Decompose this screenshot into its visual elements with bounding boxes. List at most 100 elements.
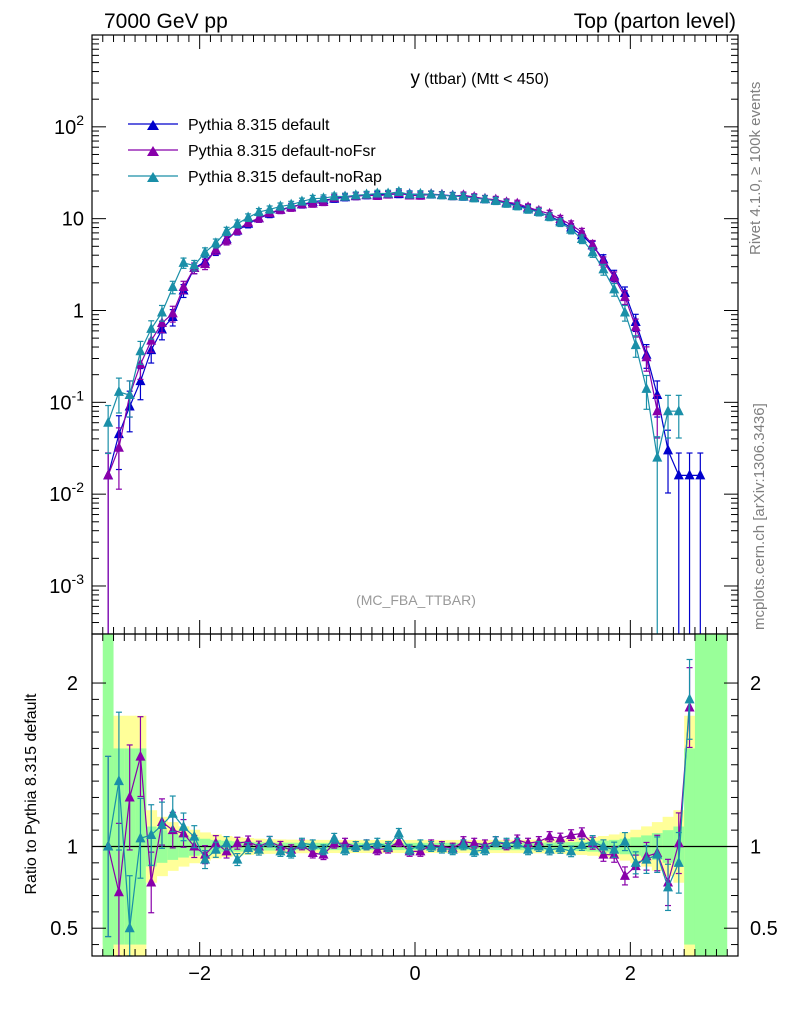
data-point	[447, 190, 458, 201]
data-point	[663, 444, 674, 455]
data-point	[415, 187, 426, 198]
ratio-point	[383, 840, 394, 851]
ratio-point	[253, 843, 264, 854]
data-point	[490, 194, 501, 205]
ratio-y-label: 2	[67, 673, 78, 695]
data-point	[113, 441, 124, 452]
ratio-point	[523, 843, 534, 854]
data-point	[609, 283, 620, 294]
data-point	[200, 246, 211, 257]
ratio-point	[609, 843, 620, 854]
ratio-point	[329, 832, 340, 843]
ratio-point	[684, 693, 695, 704]
header-right: Top (parton level)	[574, 10, 736, 33]
data-point	[598, 263, 609, 274]
data-point	[501, 197, 512, 208]
data-point	[630, 339, 641, 350]
data-point	[243, 211, 254, 222]
ratio-point	[146, 829, 157, 840]
data-point	[609, 271, 620, 282]
ratio-point	[232, 837, 243, 848]
ratio-ylabel: Ratio to Pythia 8.315 default	[23, 693, 40, 895]
ratio-point	[372, 837, 383, 848]
data-point	[426, 188, 437, 199]
y-tick-label: 1	[73, 300, 84, 322]
ratio-point	[113, 775, 124, 786]
ratio-point	[566, 845, 577, 856]
ratio-y-label-right: 1	[750, 836, 761, 858]
data-point	[587, 238, 598, 249]
data-point	[652, 451, 663, 462]
data-point	[253, 206, 264, 217]
series-line-0	[107, 193, 701, 476]
analysis-tag: (MC_FBA_TTBAR)	[356, 592, 476, 608]
ratio-point	[415, 838, 426, 849]
data-point	[253, 212, 264, 223]
legend-entry-norap: Pythia 8.315 default-noRap	[128, 169, 382, 186]
ratio-y-label: 0.5	[50, 918, 78, 940]
data-point	[544, 210, 555, 221]
ratio-point	[641, 853, 652, 864]
data-point	[641, 351, 652, 362]
ratio-point	[232, 853, 243, 864]
ratio-point	[243, 842, 254, 853]
ratio-point	[404, 843, 415, 854]
data-point	[587, 246, 598, 257]
ratio-point	[124, 791, 135, 802]
data-point	[673, 469, 684, 480]
data-point	[156, 306, 167, 317]
data-point	[673, 405, 684, 416]
ratio-point	[275, 845, 286, 856]
ratio-line-0	[107, 707, 691, 893]
data-point	[135, 375, 146, 386]
data-point	[124, 389, 135, 400]
ratio-point	[533, 840, 544, 851]
data-point	[210, 237, 221, 248]
ratio-point	[587, 835, 598, 846]
y-tick-label: 10-3	[49, 571, 84, 598]
series-line-2	[107, 191, 679, 458]
data-point	[167, 281, 178, 292]
data-point	[221, 234, 232, 245]
data-point	[113, 385, 124, 396]
ratio-y-label: 1	[67, 836, 78, 858]
data-point	[436, 189, 447, 200]
data-point	[630, 321, 641, 332]
data-point	[286, 198, 297, 209]
main-plot-series	[103, 185, 706, 634]
data-point	[340, 190, 351, 201]
ratio-point	[619, 869, 630, 880]
data-point	[576, 226, 587, 237]
data-point	[146, 322, 157, 333]
ratio-point	[566, 829, 577, 840]
data-point	[156, 317, 167, 328]
data-point	[361, 188, 372, 199]
ratio-point	[286, 847, 297, 858]
ratio-point	[210, 843, 221, 854]
legend-marker-nofsr	[147, 146, 159, 156]
y-tick-label: 10-1	[49, 387, 84, 414]
data-point	[663, 405, 674, 416]
y-tick-label: 102	[54, 112, 84, 139]
ratio-point	[189, 830, 200, 841]
data-point	[318, 192, 329, 203]
legend-entry-nofsr: Pythia 8.315 default-noFsr	[128, 143, 376, 160]
ratio-plot-series	[92, 658, 738, 957]
ratio-point	[512, 837, 523, 848]
y-tick-label: 10	[62, 209, 84, 231]
data-point	[533, 206, 544, 217]
ratio-point	[340, 843, 351, 854]
legend-marker-norap	[147, 172, 159, 182]
ratio-point	[124, 922, 135, 933]
data-point	[200, 258, 211, 269]
ratio-point	[469, 837, 480, 848]
ratio-point	[296, 837, 307, 848]
ratio-point	[630, 856, 641, 867]
data-point	[479, 193, 490, 204]
ratio-point	[555, 832, 566, 843]
data-point	[512, 200, 523, 211]
ratio-point	[350, 840, 361, 851]
ratio-point	[103, 840, 114, 851]
series-line-1	[107, 192, 658, 476]
